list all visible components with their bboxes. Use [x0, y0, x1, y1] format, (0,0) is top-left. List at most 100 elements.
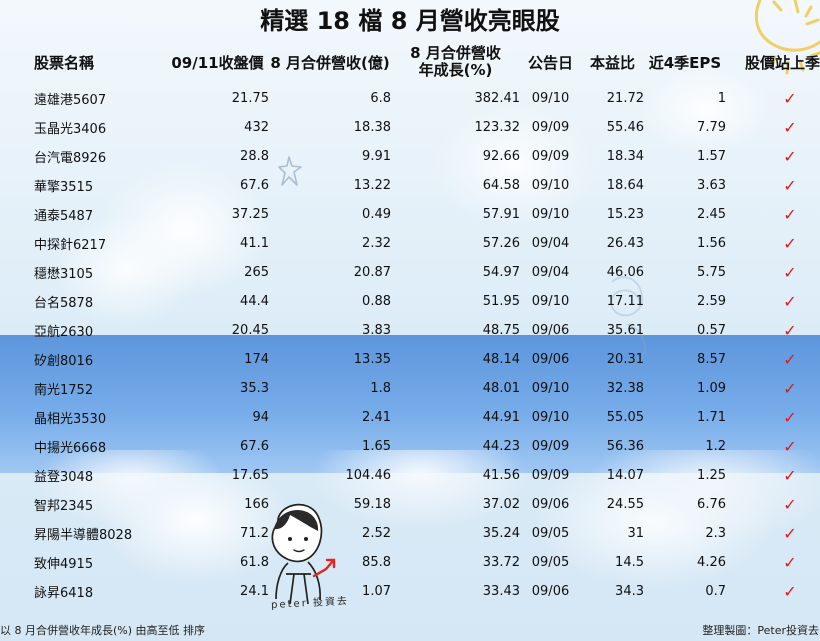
stock-name-cell: 智邦2345 [34, 499, 94, 514]
eps-4q-cell: 2.59 [697, 294, 726, 309]
announcement-date-cell: 09/09 [531, 439, 570, 454]
pe-ratio-cell: 18.64 [606, 178, 644, 193]
table-row: 玉晶光3406 432 18.38 123.32 09/09 55.46 7.79 ✓ [0, 113, 820, 142]
august-growth-cell: 51.95 [482, 294, 520, 309]
close-price-cell: 166 [244, 497, 269, 512]
august-growth-cell: 48.01 [482, 381, 520, 396]
stock-name-cell: 詠昇6418 [34, 586, 94, 601]
above-quarter-line-checkmark: ✓ [783, 118, 797, 137]
table-row: 智邦2345 166 59.18 37.02 09/06 24.55 6.76 ✓ [0, 490, 820, 519]
header-announcement-date: 公告日 [527, 53, 573, 72]
stock-name-cell: 中揚光6668 [34, 441, 107, 456]
pe-ratio-cell: 14.07 [606, 468, 644, 483]
august-growth-cell: 37.02 [482, 497, 520, 512]
stock-name-cell: 穩懋3105 [34, 267, 94, 282]
table-row: 亞航2630 20.45 3.83 48.75 09/06 35.61 0.57 ✓ [0, 316, 820, 345]
eps-4q-cell: 1.56 [697, 236, 726, 251]
table-row: 中揚光6668 67.6 1.65 44.23 09/09 56.36 1.2 ✓ [0, 432, 820, 461]
stock-name-cell: 玉晶光3406 [34, 122, 107, 137]
stock-name-cell: 台汽電8926 [34, 151, 107, 166]
page-title: 精選 18 檔 8 月營收亮眼股 [260, 7, 560, 35]
close-price-cell: 35.3 [240, 381, 269, 396]
above-quarter-line-checkmark: ✓ [783, 263, 797, 282]
close-price-cell: 21.75 [231, 91, 269, 106]
peter-illustration [271, 503, 336, 605]
header-august-growth-line-1: 8 月合併營收 [410, 44, 501, 62]
august-growth-cell: 57.26 [482, 236, 520, 251]
above-quarter-line-checkmark: ✓ [783, 89, 797, 108]
stock-name-cell: 昇陽半導體8028 [34, 528, 133, 543]
pe-ratio-cell: 34.3 [615, 584, 644, 599]
eps-4q-cell: 1.71 [697, 410, 726, 425]
eps-4q-cell: 0.7 [705, 584, 726, 599]
august-revenue-cell: 2.52 [362, 526, 391, 541]
pe-ratio-cell: 17.11 [606, 294, 644, 309]
eps-4q-cell: 8.57 [697, 352, 726, 367]
eps-4q-cell: 5.75 [697, 265, 726, 280]
august-growth-cell: 33.43 [482, 584, 520, 599]
announcement-date-cell: 09/06 [531, 352, 570, 367]
pe-ratio-cell: 18.34 [606, 149, 644, 164]
august-growth-cell: 41.56 [482, 468, 520, 483]
august-revenue-cell: 13.35 [353, 352, 391, 367]
august-growth-cell: 44.23 [482, 439, 520, 454]
august-growth-cell: 57.91 [482, 207, 520, 222]
announcement-date-cell: 09/10 [531, 178, 570, 193]
announcement-date-cell: 09/06 [531, 497, 570, 512]
close-price-cell: 67.6 [240, 178, 269, 193]
august-growth-cell: 44.91 [482, 410, 520, 425]
august-growth-cell: 92.66 [482, 149, 520, 164]
stock-name-cell: 華擎3515 [34, 180, 94, 195]
eps-4q-cell: 2.3 [705, 526, 726, 541]
eps-4q-cell: 4.26 [697, 555, 726, 570]
eps-4q-cell: 7.79 [697, 120, 726, 135]
august-revenue-cell: 9.91 [362, 149, 391, 164]
pe-ratio-cell: 55.46 [606, 120, 644, 135]
pe-ratio-cell: 20.31 [606, 352, 644, 367]
revenue-table: 股票名稱 09/11收盤價 8 月合併營收(億) 8 月合併營收 年成長(%) … [0, 40, 820, 606]
sort-footnote: 以 8 月合併營收年成長(%) 由高至低 排序 [0, 624, 206, 637]
above-quarter-line-checkmark: ✓ [783, 437, 797, 456]
eps-4q-cell: 1.09 [697, 381, 726, 396]
above-quarter-line-checkmark: ✓ [783, 205, 797, 224]
announcement-date-cell: 09/09 [531, 149, 570, 164]
stock-name-cell: 致伸4915 [34, 557, 94, 572]
announcement-date-cell: 09/10 [531, 294, 570, 309]
pe-ratio-cell: 31 [627, 526, 644, 541]
close-price-cell: 432 [244, 120, 269, 135]
pe-ratio-cell: 24.55 [606, 497, 644, 512]
august-revenue-cell: 13.22 [353, 178, 391, 193]
close-price-cell: 94 [252, 410, 269, 425]
august-revenue-cell: 20.87 [353, 265, 391, 280]
above-quarter-line-checkmark: ✓ [783, 466, 797, 485]
august-revenue-cell: 85.8 [362, 555, 391, 570]
close-price-cell: 28.8 [240, 149, 269, 164]
announcement-date-cell: 09/10 [531, 91, 570, 106]
illustration-signature: peter 投資去 [270, 595, 350, 612]
close-price-cell: 41.1 [240, 236, 269, 251]
above-quarter-line-checkmark: ✓ [783, 582, 797, 601]
credit-text: 整理製圖：Peter投資去 [702, 624, 819, 637]
august-revenue-cell: 0.49 [362, 207, 391, 222]
close-price-cell: 174 [244, 352, 269, 367]
eps-4q-cell: 2.45 [697, 207, 726, 222]
august-revenue-cell: 59.18 [353, 497, 391, 512]
august-revenue-cell: 1.07 [362, 584, 391, 599]
above-quarter-line-checkmark: ✓ [783, 234, 797, 253]
stock-name-cell: 台名5878 [34, 296, 94, 311]
table-row: 致伸4915 61.8 85.8 33.72 09/05 14.5 4.26 ✓ [0, 548, 820, 577]
close-price-cell: 67.6 [240, 439, 269, 454]
announcement-date-cell: 09/06 [531, 584, 570, 599]
close-price-cell: 17.65 [231, 468, 269, 483]
pe-ratio-cell: 14.5 [615, 555, 644, 570]
eps-4q-cell: 1.2 [705, 439, 726, 454]
table-row: 詠昇6418 24.1 1.07 33.43 09/06 34.3 0.7 ✓ [0, 577, 820, 606]
announcement-date-cell: 09/04 [531, 265, 570, 280]
close-price-cell: 61.8 [240, 555, 269, 570]
sun-sketch-icon [754, 0, 820, 75]
table-row: 中探針6217 41.1 2.32 57.26 09/04 26.43 1.56 ✓ [0, 229, 820, 258]
stock-name-cell: 益登3048 [34, 470, 94, 485]
announcement-date-cell: 09/10 [531, 207, 570, 222]
above-quarter-line-checkmark: ✓ [783, 408, 797, 427]
announcement-date-cell: 09/09 [531, 468, 570, 483]
